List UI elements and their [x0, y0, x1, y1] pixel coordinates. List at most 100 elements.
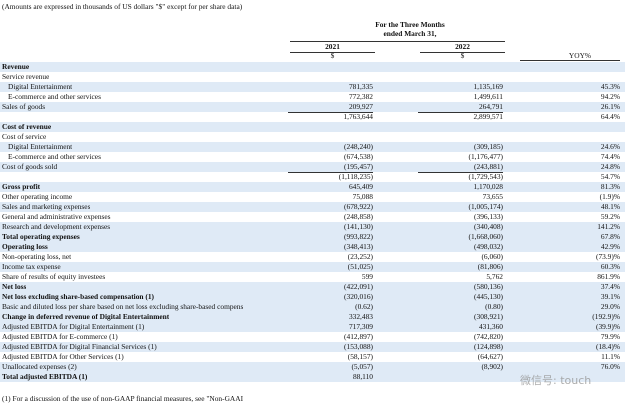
- period: For the Three Months: [375, 20, 445, 29]
- cell: (153,088): [344, 342, 373, 351]
- cell: (81,806): [477, 262, 503, 271]
- row-label: Unallocated expenses (2): [2, 362, 77, 371]
- row-label: Income tax expense: [2, 262, 61, 271]
- period: ended March 31,: [383, 29, 437, 38]
- row-label: Cost of revenue: [2, 122, 52, 131]
- cell: (0.62): [355, 302, 373, 311]
- cell: (674,538): [344, 152, 373, 161]
- cell: (396,133): [474, 212, 503, 221]
- row-label: Operating loss: [2, 242, 48, 251]
- row-label: Gross profit: [2, 182, 41, 191]
- row-label: Change in deferred revenue of Digital En…: [2, 312, 170, 321]
- cell: 54.7%: [600, 172, 620, 181]
- cell: (248,858): [344, 212, 373, 221]
- row-shade: [0, 262, 625, 272]
- footnote: (1) For a discussion of the use of non-G…: [2, 394, 244, 403]
- row-label: Share of results of equity investees: [2, 272, 106, 281]
- cell: 332,483: [348, 312, 373, 321]
- cell: (58,157): [347, 352, 373, 361]
- cell: 42.9%: [600, 242, 620, 251]
- cell: (248,240): [344, 142, 373, 151]
- cell: (73.9)%: [595, 252, 620, 261]
- row-label: Service revenue: [2, 72, 50, 81]
- row-label: Digital Entertainment: [8, 82, 73, 91]
- row-label: Net loss: [2, 282, 27, 291]
- cell: 88,110: [352, 372, 373, 381]
- rule: [290, 41, 505, 42]
- cell: (5,057): [351, 362, 373, 371]
- cell: 645,409: [348, 182, 373, 191]
- cell: (309,185): [474, 142, 503, 151]
- row-label: Adjusted EBITDA for E-commerce (1): [2, 332, 118, 341]
- cell: (1,118,235): [338, 172, 373, 181]
- col-head: 2021: [325, 42, 340, 51]
- row-label: Total adjusted EBITDA (1): [2, 372, 88, 381]
- cell: (1,729,543): [468, 172, 504, 181]
- cell: 94.2%: [600, 92, 620, 101]
- row-shade: [0, 322, 625, 332]
- cell: (498,032): [474, 242, 503, 251]
- row-shade: [0, 222, 625, 232]
- rule: [418, 172, 503, 173]
- cell: (18.4)%: [595, 342, 620, 351]
- row-shade: [0, 362, 625, 372]
- cell: 1,135,169: [473, 82, 503, 91]
- row-shade: [0, 82, 625, 92]
- cell: (0.80): [485, 302, 503, 311]
- row-shade: [0, 102, 625, 112]
- row-shade: [0, 142, 625, 152]
- cell: (348,413): [344, 242, 373, 251]
- cell: 24.8%: [600, 162, 620, 171]
- rule: [520, 60, 620, 61]
- row-shade: [0, 162, 625, 172]
- row-shade: [0, 282, 625, 292]
- cell: 717,309: [348, 322, 373, 331]
- cell: 67.8%: [600, 232, 620, 241]
- cell: (742,820): [474, 332, 503, 341]
- cell: 861.9%: [597, 272, 620, 281]
- cell: (422,091): [344, 282, 373, 291]
- row-label: Research and development expenses: [2, 222, 111, 231]
- cell: (308,921): [474, 312, 503, 321]
- cell: (1,005,174): [468, 202, 504, 211]
- row-label: Net loss excluding share-based compensat…: [2, 292, 154, 301]
- cell: 75,088: [352, 192, 373, 201]
- row-label: Sales of goods: [2, 102, 46, 111]
- cell: 48.1%: [600, 202, 620, 211]
- row-shade: [0, 312, 625, 322]
- cell: (6,060): [481, 252, 503, 261]
- cell: 45.3%: [600, 82, 620, 91]
- cell: 73,655: [482, 192, 503, 201]
- note: (Amounts are expressed in thousands of U…: [2, 2, 243, 11]
- cell: (993,822): [344, 232, 373, 241]
- row-label: E-commerce and other services: [8, 92, 101, 101]
- cell: (39.9)%: [595, 322, 620, 331]
- row-label: Total operating expenses: [2, 232, 80, 241]
- cell: 29.0%: [600, 302, 620, 311]
- cell: 74.4%: [600, 152, 620, 161]
- cell: 141.2%: [597, 222, 620, 231]
- cell: 60.3%: [600, 262, 620, 271]
- row-shade: [0, 182, 625, 192]
- row-label: E-commerce and other services: [8, 152, 101, 161]
- cell: (192.9)%: [592, 312, 620, 321]
- cell: 11.1%: [601, 352, 620, 361]
- cell: (64,627): [477, 352, 503, 361]
- row-label: Sales and marketing expenses: [2, 202, 91, 211]
- cell: 772,382: [348, 92, 373, 101]
- cell: 24.6%: [600, 142, 620, 151]
- cell: 1,170,028: [473, 182, 503, 191]
- row-label: Cost of service: [2, 132, 47, 141]
- cell: 264,791: [478, 102, 503, 111]
- row-label: Adjusted EBITDA for Digital Entertainmen…: [2, 322, 145, 331]
- col-head: 2022: [455, 42, 470, 51]
- cell: 781,335: [348, 82, 373, 91]
- row-shade: [0, 122, 625, 132]
- row-shade: [0, 342, 625, 352]
- rule: [288, 112, 373, 113]
- row-label: Revenue: [2, 62, 30, 71]
- cell: 2,899,571: [473, 112, 503, 121]
- cell: 39.1%: [600, 292, 620, 301]
- row-label: General and administrative expenses: [2, 212, 111, 221]
